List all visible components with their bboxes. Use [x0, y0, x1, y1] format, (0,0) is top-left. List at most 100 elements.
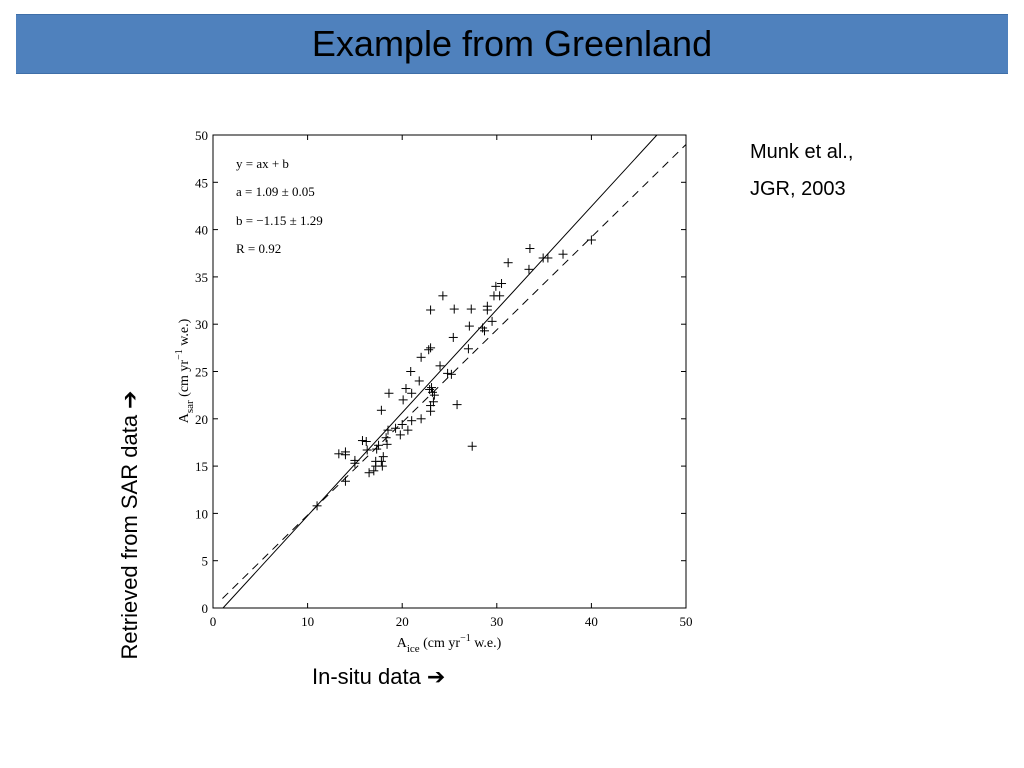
data-point	[443, 368, 453, 378]
data-point	[426, 406, 436, 416]
x-axis-label-sub: ice	[407, 643, 420, 655]
data-point	[376, 405, 386, 415]
y-tick-label: 35	[195, 270, 208, 285]
data-point	[503, 258, 513, 268]
y-tick-label: 10	[195, 506, 208, 521]
y-tick-label: 45	[195, 175, 208, 190]
x-tick-label: 20	[396, 614, 409, 629]
y-tick-label: 25	[195, 365, 208, 380]
data-point	[446, 369, 456, 379]
insitu-axis-caption-text: In-situ data	[312, 664, 421, 689]
y-axis-label-unit: (cm yr	[177, 360, 192, 401]
axis-ticks: 0 10 20 30 40 50 0 5 10 15 20 25 30 35 40 45 50	[195, 128, 693, 629]
data-point	[381, 433, 391, 443]
title-bar: Example from Greenland	[16, 14, 1008, 74]
data-point	[497, 279, 507, 289]
x-axis-label-tail: w.e.)	[471, 636, 502, 651]
y-axis-label-tail: w.e.)	[177, 318, 192, 349]
data-point	[586, 235, 596, 245]
slide-title: Example from Greenland	[311, 23, 713, 64]
y-axis-label-sup: −1	[174, 349, 185, 360]
data-point	[428, 397, 438, 407]
annotation-intercept: b = −1.15 ± 1.29	[236, 213, 323, 228]
y-tick-label: 15	[195, 459, 208, 474]
data-point	[369, 466, 379, 476]
data-point	[491, 281, 501, 291]
plot-frame	[212, 134, 687, 609]
data-point	[374, 440, 384, 450]
y-axis-label: Asar (cm yr−1 w.e.)	[174, 318, 196, 423]
data-point	[452, 400, 462, 410]
citation-journal: JGR, 2003	[750, 178, 846, 200]
data-point	[429, 390, 439, 400]
data-point	[350, 458, 360, 468]
x-tick-label: 30	[490, 614, 503, 629]
x-axis-label-unit: (cm yr	[420, 636, 461, 651]
data-point	[362, 445, 372, 455]
data-point	[377, 461, 387, 471]
insitu-axis-caption: In-situ data ➔	[312, 664, 445, 690]
data-point	[414, 376, 424, 386]
x-tick-label: 0	[210, 614, 217, 629]
y-axis-label-sub: sar	[184, 400, 196, 413]
x-tick-label: 50	[680, 614, 693, 629]
annotation-correlation: R = 0.92	[236, 241, 281, 256]
data-point	[426, 305, 436, 315]
data-point	[407, 416, 417, 426]
y-axis-label-main: A	[177, 412, 192, 423]
data-point	[438, 291, 448, 301]
data-point	[464, 321, 474, 331]
data-point	[487, 316, 497, 326]
data-point	[403, 425, 413, 435]
data-point	[424, 345, 434, 355]
data-point	[416, 352, 426, 362]
data-point	[382, 439, 392, 449]
data-point	[383, 425, 393, 435]
data-point	[482, 301, 492, 311]
data-point	[395, 430, 405, 440]
data-point	[340, 476, 350, 486]
data-point	[406, 367, 416, 376]
citation: Munk et al., JGR, 2003	[750, 134, 853, 208]
reference-line	[222, 144, 687, 599]
x-tick-label: 10	[301, 614, 314, 629]
data-point	[467, 441, 477, 451]
data-point	[524, 264, 534, 274]
data-point	[416, 414, 426, 424]
x-axis-label-main: A	[397, 636, 408, 651]
y-tick-label: 0	[202, 601, 209, 616]
data-point	[449, 304, 459, 314]
annotation-slope: a = 1.09 ± 0.05	[236, 184, 315, 199]
data-point	[357, 436, 367, 446]
data-point	[463, 344, 473, 354]
y-tick-label: 40	[195, 223, 208, 238]
x-axis-label-sup: −1	[460, 633, 471, 644]
data-points	[312, 235, 596, 511]
citation-authors: Munk et al.,	[750, 141, 854, 163]
data-point	[397, 419, 407, 429]
x-tick-label: 40	[585, 614, 598, 629]
data-point	[361, 437, 371, 447]
y-tick-label: 5	[202, 554, 209, 569]
data-point	[312, 501, 322, 511]
data-point	[435, 361, 445, 371]
data-point	[334, 449, 344, 459]
data-point	[407, 388, 417, 398]
data-point	[427, 383, 437, 393]
data-point	[340, 447, 350, 457]
data-point	[525, 244, 535, 254]
y-tick-label: 20	[195, 412, 208, 427]
data-point	[480, 326, 490, 336]
right-arrow-icon: ➔	[426, 665, 446, 690]
data-point	[466, 304, 476, 314]
data-point	[364, 468, 374, 478]
fit-line	[222, 134, 658, 609]
data-point	[401, 384, 411, 394]
data-point	[378, 452, 388, 462]
x-axis-label: Aice (cm yr−1 w.e.)	[397, 633, 502, 655]
data-point	[376, 456, 386, 466]
data-point	[448, 332, 458, 342]
data-point	[384, 388, 394, 398]
data-point	[558, 249, 568, 259]
